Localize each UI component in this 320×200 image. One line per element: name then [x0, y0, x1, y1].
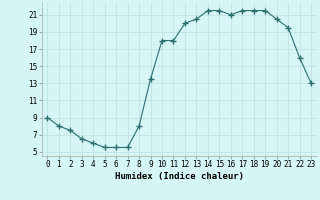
X-axis label: Humidex (Indice chaleur): Humidex (Indice chaleur) [115, 172, 244, 181]
